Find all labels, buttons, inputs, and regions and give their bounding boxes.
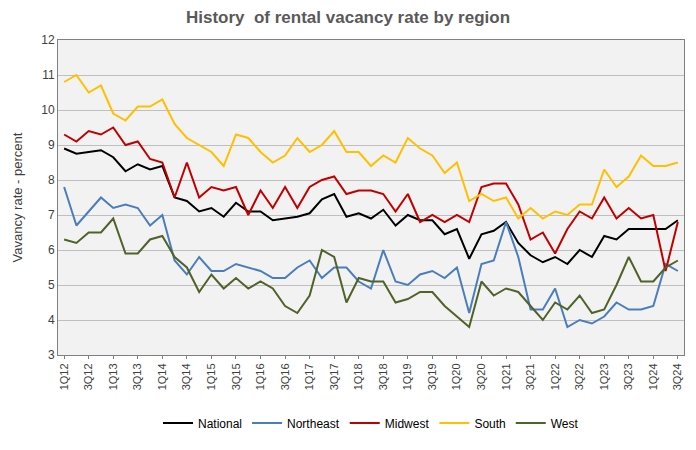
svg-text:3: 3	[48, 348, 55, 362]
svg-text:1Q18: 1Q18	[352, 363, 364, 390]
svg-text:3Q12: 3Q12	[82, 363, 94, 390]
svg-text:9: 9	[48, 138, 55, 152]
svg-text:National: National	[198, 417, 242, 431]
svg-text:3Q24: 3Q24	[671, 363, 683, 390]
svg-text:1Q20: 1Q20	[450, 363, 462, 390]
svg-text:3Q20: 3Q20	[475, 363, 487, 390]
svg-text:1Q21: 1Q21	[500, 363, 512, 390]
svg-text:3Q23: 3Q23	[622, 363, 634, 390]
svg-text:5: 5	[48, 278, 55, 292]
svg-text:1Q23: 1Q23	[598, 363, 610, 390]
svg-text:South: South	[474, 417, 505, 431]
svg-text:1Q13: 1Q13	[107, 363, 119, 390]
svg-text:3Q16: 3Q16	[279, 363, 291, 390]
svg-text:3Q13: 3Q13	[131, 363, 143, 390]
svg-text:3Q19: 3Q19	[426, 363, 438, 390]
svg-text:1Q22: 1Q22	[549, 363, 561, 390]
svg-text:Northeast: Northeast	[287, 417, 340, 431]
svg-text:1Q24: 1Q24	[647, 363, 659, 390]
svg-text:3Q21: 3Q21	[524, 363, 536, 390]
svg-text:3Q18: 3Q18	[377, 363, 389, 390]
svg-text:1Q16: 1Q16	[254, 363, 266, 390]
svg-text:12: 12	[41, 33, 55, 47]
svg-text:11: 11	[42, 68, 55, 82]
svg-text:Midwest: Midwest	[385, 417, 430, 431]
svg-text:8: 8	[48, 173, 55, 187]
svg-text:6: 6	[48, 243, 55, 257]
svg-text:3Q15: 3Q15	[230, 363, 242, 390]
svg-text:1Q12: 1Q12	[58, 363, 70, 390]
svg-text:1Q14: 1Q14	[156, 363, 168, 390]
svg-text:4: 4	[48, 313, 55, 327]
svg-text:7: 7	[48, 208, 55, 222]
svg-text:3Q14: 3Q14	[180, 363, 192, 390]
svg-text:3Q17: 3Q17	[328, 363, 340, 390]
svg-text:West: West	[551, 417, 579, 431]
svg-text:History of rental vacancy rat: History of rental vacancy rate by region	[186, 8, 510, 27]
svg-text:10: 10	[41, 103, 55, 117]
svg-text:1Q15: 1Q15	[205, 363, 217, 390]
svg-text:1Q17: 1Q17	[303, 363, 315, 390]
svg-text:Vavancy rate - percent: Vavancy rate - percent	[10, 132, 25, 262]
svg-text:3Q22: 3Q22	[573, 363, 585, 390]
svg-text:1Q19: 1Q19	[401, 363, 413, 390]
